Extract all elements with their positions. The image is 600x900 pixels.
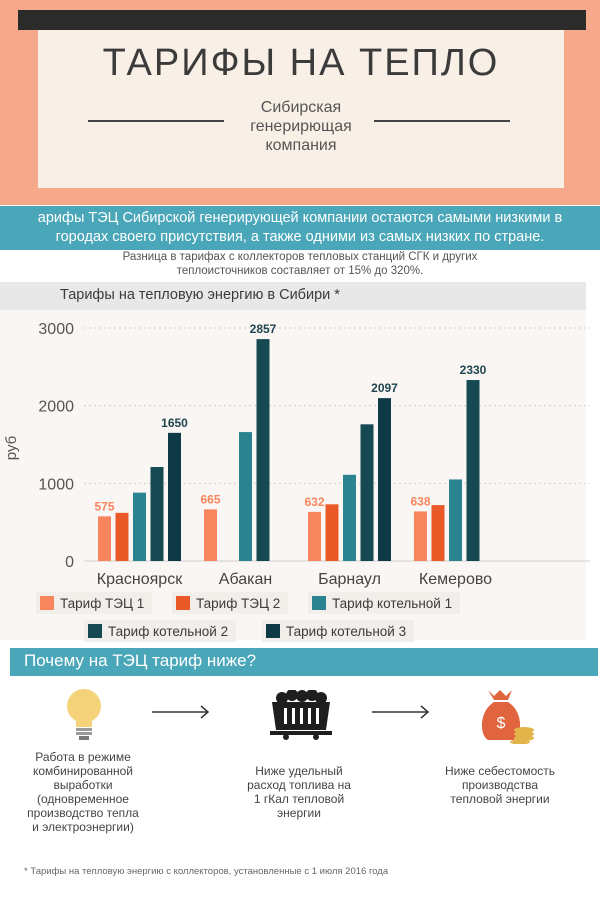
y-tick-label: 2000 — [38, 399, 74, 416]
header-card: ТАРИФЫ НА ТЕПЛО Сибирская генерирющая ко… — [38, 30, 564, 188]
bar — [466, 380, 480, 561]
chart-title-band: Тарифы на тепловую энергию в Сибири * — [0, 282, 586, 310]
x-tick-label: Кемерово — [419, 571, 492, 588]
step-line: комбинированной — [33, 764, 133, 778]
step-combined-generation: Работа в режиме комбинированной выработк… — [8, 750, 158, 834]
company-name-line: генерирющая — [250, 118, 352, 135]
why-section-title: Почему на ТЭЦ тариф ниже? — [24, 651, 257, 670]
note-line: Разница в тарифах с коллекторов тепловых… — [122, 251, 478, 263]
step-lower-cost: Ниже себестомость производства тепловой … — [420, 764, 580, 806]
bar — [98, 516, 111, 561]
chart-background — [0, 310, 586, 640]
step-line: выработки — [53, 778, 113, 792]
bar — [133, 492, 146, 561]
bar — [115, 512, 129, 561]
step-line: энергии — [277, 806, 321, 820]
summary-line: городах своего присутствия, а также одни… — [55, 229, 545, 245]
why-section-band: Почему на ТЭЦ тариф ниже? — [10, 648, 598, 676]
legend-swatch-kot3 — [266, 624, 280, 638]
legend-swatch-tec2 — [176, 596, 190, 610]
step-line: (одновременное — [37, 792, 129, 806]
company-name-line: компания — [265, 137, 337, 154]
bar — [431, 505, 445, 561]
bar — [168, 432, 181, 561]
legend-label: Тариф котельной 1 — [332, 595, 453, 611]
legend-item-tec2: Тариф ТЭЦ 2 — [172, 592, 289, 614]
x-tick-label: Абакан — [219, 571, 272, 588]
step-line: Ниже себестомость — [444, 764, 556, 778]
page-title: ТАРИФЫ НА ТЕПЛО — [102, 42, 500, 84]
tariff-bar-chart: 0 1000 2000 3000 руб 575 1650 Красноярск 665 2857… — [3, 321, 590, 588]
legend-item-kot2: Тариф котельной 2 — [84, 620, 237, 642]
company-name-line: Сибирская — [260, 99, 342, 116]
step-fuel-consumption: Ниже удельный расход топлива на 1 гКал т… — [224, 764, 374, 820]
y-axis-label: руб — [3, 436, 20, 460]
step-line: и электроэнергии) — [32, 820, 134, 834]
bar — [414, 511, 427, 561]
step-line: Ниже удельный — [255, 764, 343, 778]
step-line: тепловой энергии — [450, 792, 550, 806]
y-tick-label: 0 — [65, 554, 74, 571]
bar — [343, 474, 356, 561]
legend-swatch-kot2 — [88, 624, 102, 638]
summary-line: арифы ТЭЦ Сибирской генерирующей компани… — [37, 210, 563, 226]
x-tick-label: Красноярск — [97, 571, 183, 588]
chart-title: Тарифы на тепловую энергию в Сибири * — [60, 287, 340, 303]
company-name: Сибирская генерирющая компания — [38, 98, 564, 155]
arrow-right-icon — [372, 705, 430, 719]
legend-item-kot3: Тариф котельной 3 — [262, 620, 415, 642]
note-line: теплоисточников составляет от 15% до 320… — [176, 265, 424, 277]
data-label: 575 — [94, 499, 114, 513]
bar — [325, 504, 339, 561]
step-line: Работа в режиме — [35, 750, 131, 764]
legend-swatch-kot1 — [312, 596, 326, 610]
bar — [449, 479, 462, 561]
y-tick-label: 1000 — [38, 476, 74, 493]
legend-label: Тариф котельной 3 — [286, 623, 407, 639]
step-line: производство тепла — [27, 806, 139, 820]
legend-label: Тариф котельной 2 — [108, 623, 229, 639]
legend-item-kot1: Тариф котельной 1 — [308, 592, 461, 614]
legend-swatch-tec1 — [40, 596, 54, 610]
bar — [308, 511, 321, 561]
bar — [204, 509, 217, 561]
bar — [150, 467, 164, 561]
y-tick-label: 3000 — [38, 321, 74, 338]
data-label: 638 — [410, 494, 430, 508]
legend-label: Тариф ТЭЦ 1 — [60, 595, 145, 611]
legend-item-tec1: Тариф ТЭЦ 1 — [36, 592, 153, 614]
light-bulb-icon — [67, 689, 101, 740]
data-label: 2330 — [460, 363, 487, 377]
coal-cart-icon — [270, 690, 332, 740]
arrow-right-icon — [152, 705, 210, 719]
data-label: 2857 — [250, 322, 277, 336]
step-line: производства — [461, 778, 539, 792]
tariff-difference-note: Разница в тарифах с коллекторов тепловых… — [0, 250, 600, 278]
header-dark-bar — [18, 10, 586, 30]
svg-text:$: $ — [497, 715, 506, 732]
bar — [256, 339, 270, 561]
data-label: 665 — [200, 492, 220, 506]
footnote: * Тарифы на тепловую энергию с коллектор… — [24, 866, 389, 877]
data-label: 632 — [304, 495, 324, 509]
header-rule-left — [88, 120, 224, 122]
step-line: 1 гКал тепловой — [253, 792, 345, 806]
step-line: расход топлива на — [247, 778, 351, 792]
bar — [239, 432, 252, 561]
x-tick-label: Барнаул — [318, 571, 381, 588]
data-label: 2097 — [371, 381, 398, 395]
data-label: 1650 — [161, 416, 188, 430]
bar — [378, 398, 391, 561]
header-rule-right — [374, 120, 510, 122]
money-bag-icon: $ — [481, 690, 534, 744]
legend-label: Тариф ТЭЦ 2 — [196, 595, 281, 611]
bar — [360, 424, 374, 561]
summary-banner: арифы ТЭЦ Сибирской генерирующей компани… — [0, 206, 600, 250]
